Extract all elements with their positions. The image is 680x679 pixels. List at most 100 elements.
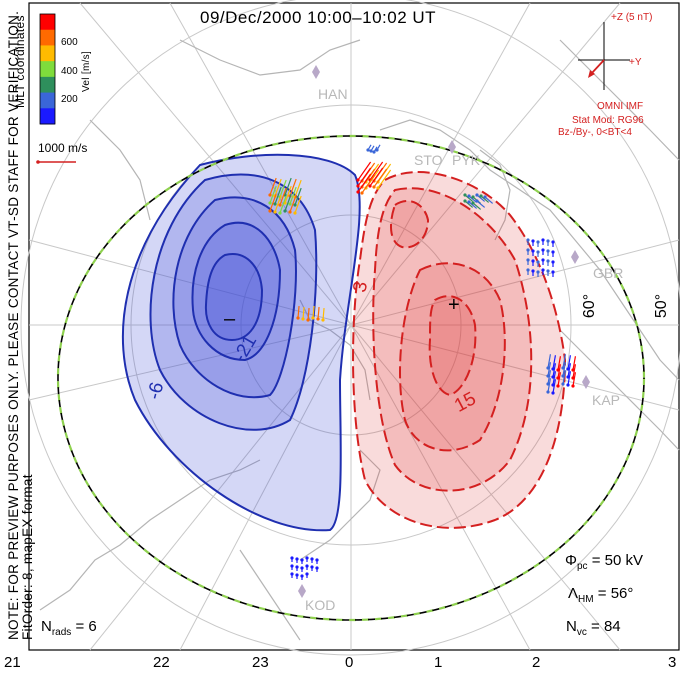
site-label-pyk: PYK <box>452 152 481 168</box>
colorbar-segment <box>40 108 55 125</box>
velocity-vector <box>472 202 482 210</box>
lat-label-60: 60° <box>581 293 599 319</box>
velocity-vector <box>552 379 557 394</box>
site-label-kod: KOD <box>305 597 336 613</box>
site-label-sto: STO <box>414 152 443 168</box>
velocity-vector <box>274 186 282 205</box>
velocity-vector <box>373 146 378 153</box>
velocity-vector <box>552 355 557 370</box>
velocity-scale-label: 1000 m/s <box>38 141 88 155</box>
lat-label-50: 50° <box>653 293 671 319</box>
site-label-kap: KAP <box>592 392 621 408</box>
velocity-vector <box>289 178 297 197</box>
imf-dial <box>578 22 630 90</box>
velocity-vector <box>567 371 572 386</box>
velocity-vector <box>547 370 552 385</box>
imf-source-label: OMNI IMF <box>597 101 644 112</box>
nvc-sub: vc <box>576 627 587 638</box>
velocity-vector <box>572 372 577 387</box>
imf-condition-label: Bz-/By-, 0<BT<4 <box>558 127 632 138</box>
colorbar-axis-label: Vel [m/s] <box>81 50 92 92</box>
velocity-vector <box>464 194 474 202</box>
colorbar-segment <box>40 92 55 109</box>
phi-label: Φ <box>565 552 577 569</box>
site-label-han: HAN <box>318 86 348 102</box>
velocity-vector <box>317 306 320 320</box>
velocity-vector <box>274 194 282 213</box>
velocity-vector <box>284 185 292 204</box>
velocity-vector <box>552 363 557 378</box>
velocity-vector <box>369 161 384 181</box>
nrads-stat: Nrads = 6 <box>41 618 97 638</box>
velocity-vector <box>279 179 287 198</box>
potential-min-marker: – <box>224 308 236 330</box>
velocity-vector <box>361 174 376 194</box>
velocity-vector <box>322 307 325 321</box>
nrads-value: = 6 <box>75 618 97 635</box>
phi-value: = 50 kV <box>591 552 643 569</box>
mlt-tick-3: 3 <box>668 654 677 671</box>
velocity-vector <box>284 177 292 196</box>
velocity-vector <box>484 196 494 204</box>
lambda-sub: HM <box>578 594 594 605</box>
imf-z-label: +Z (5 nT) <box>611 12 653 23</box>
velocity-vector <box>367 144 372 151</box>
phi-pc-stat: Φpc = 50 kV <box>565 552 643 572</box>
radar-site-markers <box>298 65 590 598</box>
velocity-vector <box>562 362 567 377</box>
velocity-vector <box>294 195 302 214</box>
velocity-vector <box>557 372 562 387</box>
lambda-label: Λ <box>568 585 579 602</box>
velocity-vector <box>373 168 388 188</box>
velocity-vector <box>279 195 287 214</box>
colorbar-segment <box>40 14 55 31</box>
map-title: 09/Dec/2000 10:00–10:02 UT <box>200 8 437 27</box>
velocity-vector <box>557 356 562 371</box>
velocity-vector <box>357 173 372 193</box>
colorbar-tick-200: 200 <box>61 94 78 105</box>
negative-cell <box>121 153 361 532</box>
imf-model-label: Stat Mod: RG96 <box>572 115 644 126</box>
velocity-vector <box>289 194 297 213</box>
grid <box>20 0 680 656</box>
velocity-vector <box>312 305 315 319</box>
velocity-vector <box>552 371 557 386</box>
mlt-tick-1: 1 <box>434 654 443 671</box>
colorbar-segment <box>40 61 55 78</box>
velocity-vector <box>289 186 297 205</box>
velocity-scale-dot <box>36 160 40 164</box>
velocity-vector <box>269 185 277 204</box>
colorbar-tick-400: 400 <box>61 66 78 77</box>
mlt-tick-21: 21 <box>4 654 21 671</box>
mlt-tick-2: 2 <box>532 654 541 671</box>
velocity-vector <box>269 177 277 196</box>
nvc-value: = 84 <box>591 618 621 635</box>
colorbar-segment <box>40 29 55 46</box>
velocity-vector <box>562 354 567 369</box>
velocity-vector <box>567 363 572 378</box>
velocity-vector <box>572 356 577 371</box>
velocity-vector <box>567 355 572 370</box>
mlt-tick-0: 0 <box>345 654 354 671</box>
velocity-vector <box>547 354 552 369</box>
velocity-vector <box>294 187 302 206</box>
nrads-sub: rads <box>51 627 72 638</box>
imf-y-label: +Y <box>629 57 642 68</box>
velocity-vector <box>464 200 474 208</box>
colorbar-segment <box>40 76 55 94</box>
lambda-value: = 56° <box>597 585 634 602</box>
nrads-label: N <box>41 618 52 635</box>
velocity-vector <box>370 145 375 152</box>
colorbar-segment <box>40 45 55 62</box>
coordinates-label: MLT coordinates <box>13 15 27 108</box>
velocity-vector <box>557 364 562 379</box>
velocity-vector <box>572 364 577 379</box>
positive-cell <box>352 171 567 529</box>
potential-max-marker: + <box>448 294 460 316</box>
velocity-vector <box>480 195 490 203</box>
lambda-hm-stat: ΛHM = 56° <box>568 585 633 605</box>
velocity-vector <box>547 378 552 393</box>
colorbar-border <box>39 13 56 125</box>
